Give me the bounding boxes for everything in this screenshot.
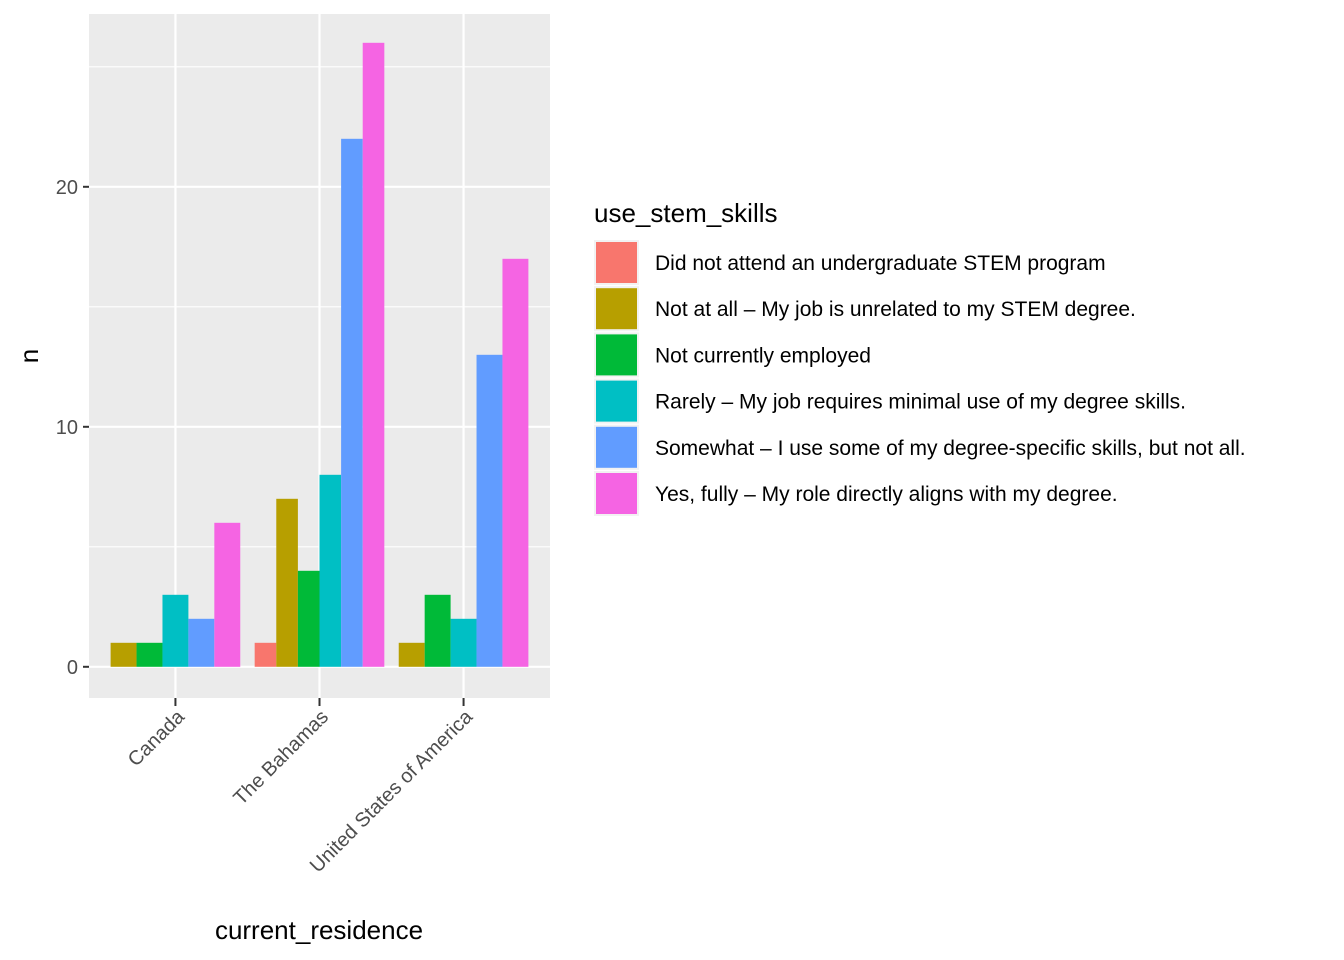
legend: Did not attend an undergraduate STEM pro… [594, 240, 1246, 516]
x-tick-label: Canada [124, 705, 190, 771]
y-tick-label: 20 [56, 177, 78, 199]
bar [319, 474, 342, 667]
legend-swatch [596, 288, 637, 330]
bar [362, 42, 385, 667]
x-tick-label: United States of America [306, 705, 478, 877]
bar [476, 354, 503, 667]
bar [424, 594, 451, 667]
legend-label: Not at all – My job is unrelated to my S… [655, 298, 1136, 321]
bar [214, 522, 241, 667]
bar [276, 498, 298, 667]
bar [110, 642, 137, 667]
legend-item: Somewhat – I use some of my degree-speci… [594, 424, 1246, 470]
bar [188, 618, 215, 667]
legend-item: Not at all – My job is unrelated to my S… [594, 286, 1136, 332]
legend-label: Yes, fully – My role directly aligns wit… [655, 483, 1118, 506]
legend-swatch [596, 426, 637, 468]
legend-label: Somewhat – I use some of my degree-speci… [655, 437, 1246, 460]
bar [162, 594, 189, 667]
bar [341, 138, 363, 667]
legend-item: Rarely – My job requires minimal use of … [594, 378, 1186, 424]
y-tick-label: 0 [67, 657, 78, 679]
legend-item: Not currently employed [594, 332, 871, 378]
legend-label: Did not attend an undergraduate STEM pro… [655, 252, 1106, 275]
legend-swatch [596, 380, 637, 422]
bar [502, 258, 529, 667]
bar [136, 642, 163, 667]
y-axis-title: n [14, 349, 44, 363]
bar [398, 642, 425, 667]
legend-item: Did not attend an undergraduate STEM pro… [594, 240, 1106, 285]
bar [254, 642, 277, 667]
legend-item: Yes, fully – My role directly aligns wit… [594, 471, 1118, 516]
bar [450, 618, 477, 667]
x-tick-label: The Bahamas [229, 706, 333, 810]
y-tick-label: 10 [56, 417, 78, 439]
x-axis-title: current_residence [215, 915, 423, 945]
bar [297, 570, 320, 667]
bars [110, 42, 529, 667]
legend-swatch [596, 334, 637, 376]
legend-title: use_stem_skills [594, 198, 778, 228]
y-axis: 0 10 20 [56, 177, 89, 679]
legend-label: Rarely – My job requires minimal use of … [655, 391, 1186, 414]
legend-swatch [596, 473, 637, 514]
legend-label: Not currently employed [655, 344, 871, 367]
legend-swatch [596, 242, 637, 283]
